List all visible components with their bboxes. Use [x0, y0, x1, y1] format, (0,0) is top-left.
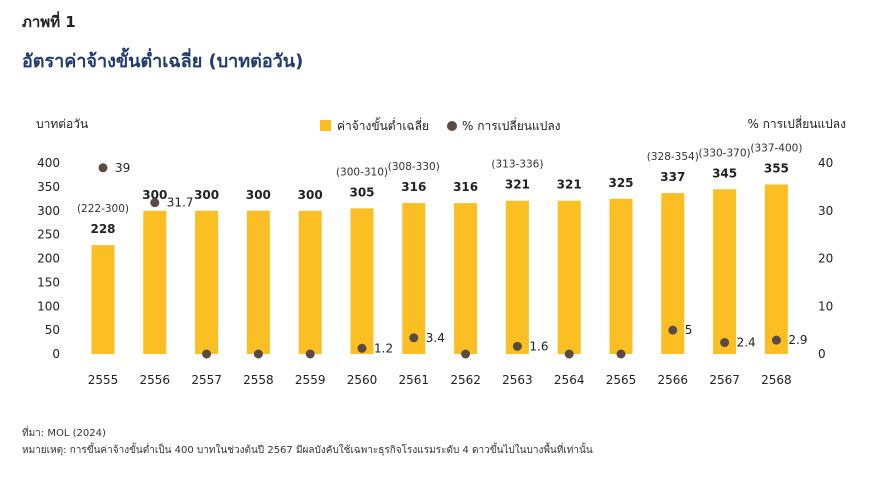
- bar-value-label: 316: [453, 180, 478, 194]
- bar: [195, 210, 219, 354]
- bar: [557, 200, 581, 354]
- change-dot: [98, 163, 108, 173]
- footnote: หมายเหตุ: การขึ้นค่าจ้างขั้นต่ำเป็น 400 …: [22, 445, 593, 456]
- x-tick-label: 2561: [399, 373, 430, 387]
- change-value-label: 1.2: [374, 341, 393, 355]
- x-tick-label: 2568: [761, 373, 792, 387]
- change-dot: [305, 349, 315, 359]
- bar: [505, 200, 529, 354]
- bar-value-label: 305: [349, 185, 374, 199]
- left-tick-label: 350: [37, 180, 60, 194]
- legend-dot-label: % การเปลี่ยนแปลง: [462, 117, 561, 133]
- x-tick-label: 2564: [554, 373, 585, 387]
- change-value-label: 5: [685, 323, 693, 337]
- bar-value-label: 300: [194, 188, 219, 202]
- change-value-label: 31.7: [167, 196, 194, 210]
- x-tick-label: 2557: [191, 373, 222, 387]
- bar-range-label: (330-370): [699, 147, 751, 159]
- bar-value-label: 300: [246, 188, 271, 202]
- left-tick-label: 50: [45, 323, 60, 337]
- change-dot: [616, 349, 626, 359]
- left-tick-label: 100: [37, 299, 60, 313]
- right-tick-label: 10: [818, 299, 833, 313]
- bar-range-label: (300-310): [336, 166, 388, 178]
- source-note: ที่มา: MOL (2024): [22, 428, 106, 439]
- bar: [402, 203, 426, 354]
- bar-value-label: 316: [401, 180, 426, 194]
- x-tick-label: 2562: [450, 373, 481, 387]
- bar: [91, 245, 115, 354]
- change-value-label: 3.4: [426, 331, 445, 345]
- left-tick-label: 250: [37, 228, 60, 242]
- bar: [713, 189, 737, 354]
- bar: [350, 208, 374, 354]
- bar: [246, 210, 270, 354]
- bar-value-label: 355: [764, 161, 789, 175]
- left-tick-label: 150: [37, 275, 60, 289]
- change-dot: [409, 333, 419, 343]
- bar-range-label: (222-300): [77, 203, 129, 215]
- bar-range-label: (328-354): [647, 151, 699, 163]
- x-tick-label: 2556: [140, 373, 171, 387]
- bar-value-label: 321: [557, 178, 582, 192]
- change-dot: [512, 341, 522, 351]
- bar-range-label: (308-330): [388, 161, 440, 173]
- change-value-label: 2.9: [788, 333, 807, 347]
- x-tick-label: 2563: [502, 373, 533, 387]
- left-tick-label: 0: [52, 347, 60, 361]
- bar: [298, 210, 322, 354]
- right-tick-label: 0: [818, 347, 826, 361]
- bar-range-label: (313-336): [491, 159, 543, 171]
- right-axis-label: % การเปลี่ยนแปลง: [747, 115, 846, 131]
- legend-bar-swatch: [320, 120, 331, 131]
- bar-value-label: 337: [660, 170, 685, 184]
- bar: [764, 184, 788, 354]
- right-tick-label: 20: [818, 252, 833, 266]
- left-axis-label: บาทต่อวัน: [36, 117, 88, 131]
- bar: [661, 193, 685, 354]
- right-tick-label: 30: [818, 204, 833, 218]
- bar-range-label: (337-400): [750, 142, 802, 154]
- x-tick-label: 2559: [295, 373, 326, 387]
- chart-title: อัตราค่าจ้างขั้นต่ำเฉลี่ย (บาทต่อวัน): [22, 51, 304, 72]
- bar: [143, 210, 167, 354]
- bar-value-label: 345: [712, 166, 737, 180]
- bar-value-label: 228: [90, 222, 115, 236]
- change-dot: [771, 335, 781, 345]
- change-dot: [357, 343, 367, 353]
- left-tick-label: 200: [37, 252, 60, 266]
- change-dot: [720, 338, 730, 348]
- change-dot: [150, 198, 160, 208]
- change-dot: [461, 349, 471, 359]
- left-tick-label: 400: [37, 156, 60, 170]
- change-value-label: 2.4: [737, 336, 756, 350]
- bar-value-label: 321: [505, 178, 530, 192]
- x-tick-label: 2560: [347, 373, 378, 387]
- figure-label: ภาพที่ 1: [22, 13, 76, 31]
- x-tick-label: 2566: [658, 373, 689, 387]
- right-tick-label: 40: [818, 156, 833, 170]
- bar: [454, 203, 478, 354]
- legend-bar-label: ค่าจ้างขั้นต่ำเฉลี่ย: [337, 117, 429, 133]
- x-tick-label: 2558: [243, 373, 274, 387]
- x-tick-label: 2565: [606, 373, 637, 387]
- change-dot: [253, 349, 263, 359]
- change-dot: [564, 349, 574, 359]
- change-dot: [668, 325, 678, 335]
- bar-value-label: 300: [298, 188, 323, 202]
- change-value-label: 39: [115, 161, 130, 175]
- left-tick-label: 300: [37, 204, 60, 218]
- change-dot: [202, 349, 212, 359]
- bar: [609, 198, 633, 354]
- legend-dot-swatch: [447, 121, 457, 131]
- bar-value-label: 300: [142, 188, 167, 202]
- x-tick-label: 2555: [88, 373, 119, 387]
- bar-value-label: 325: [608, 176, 633, 190]
- change-value-label: 1.6: [529, 339, 548, 353]
- x-tick-label: 2567: [709, 373, 740, 387]
